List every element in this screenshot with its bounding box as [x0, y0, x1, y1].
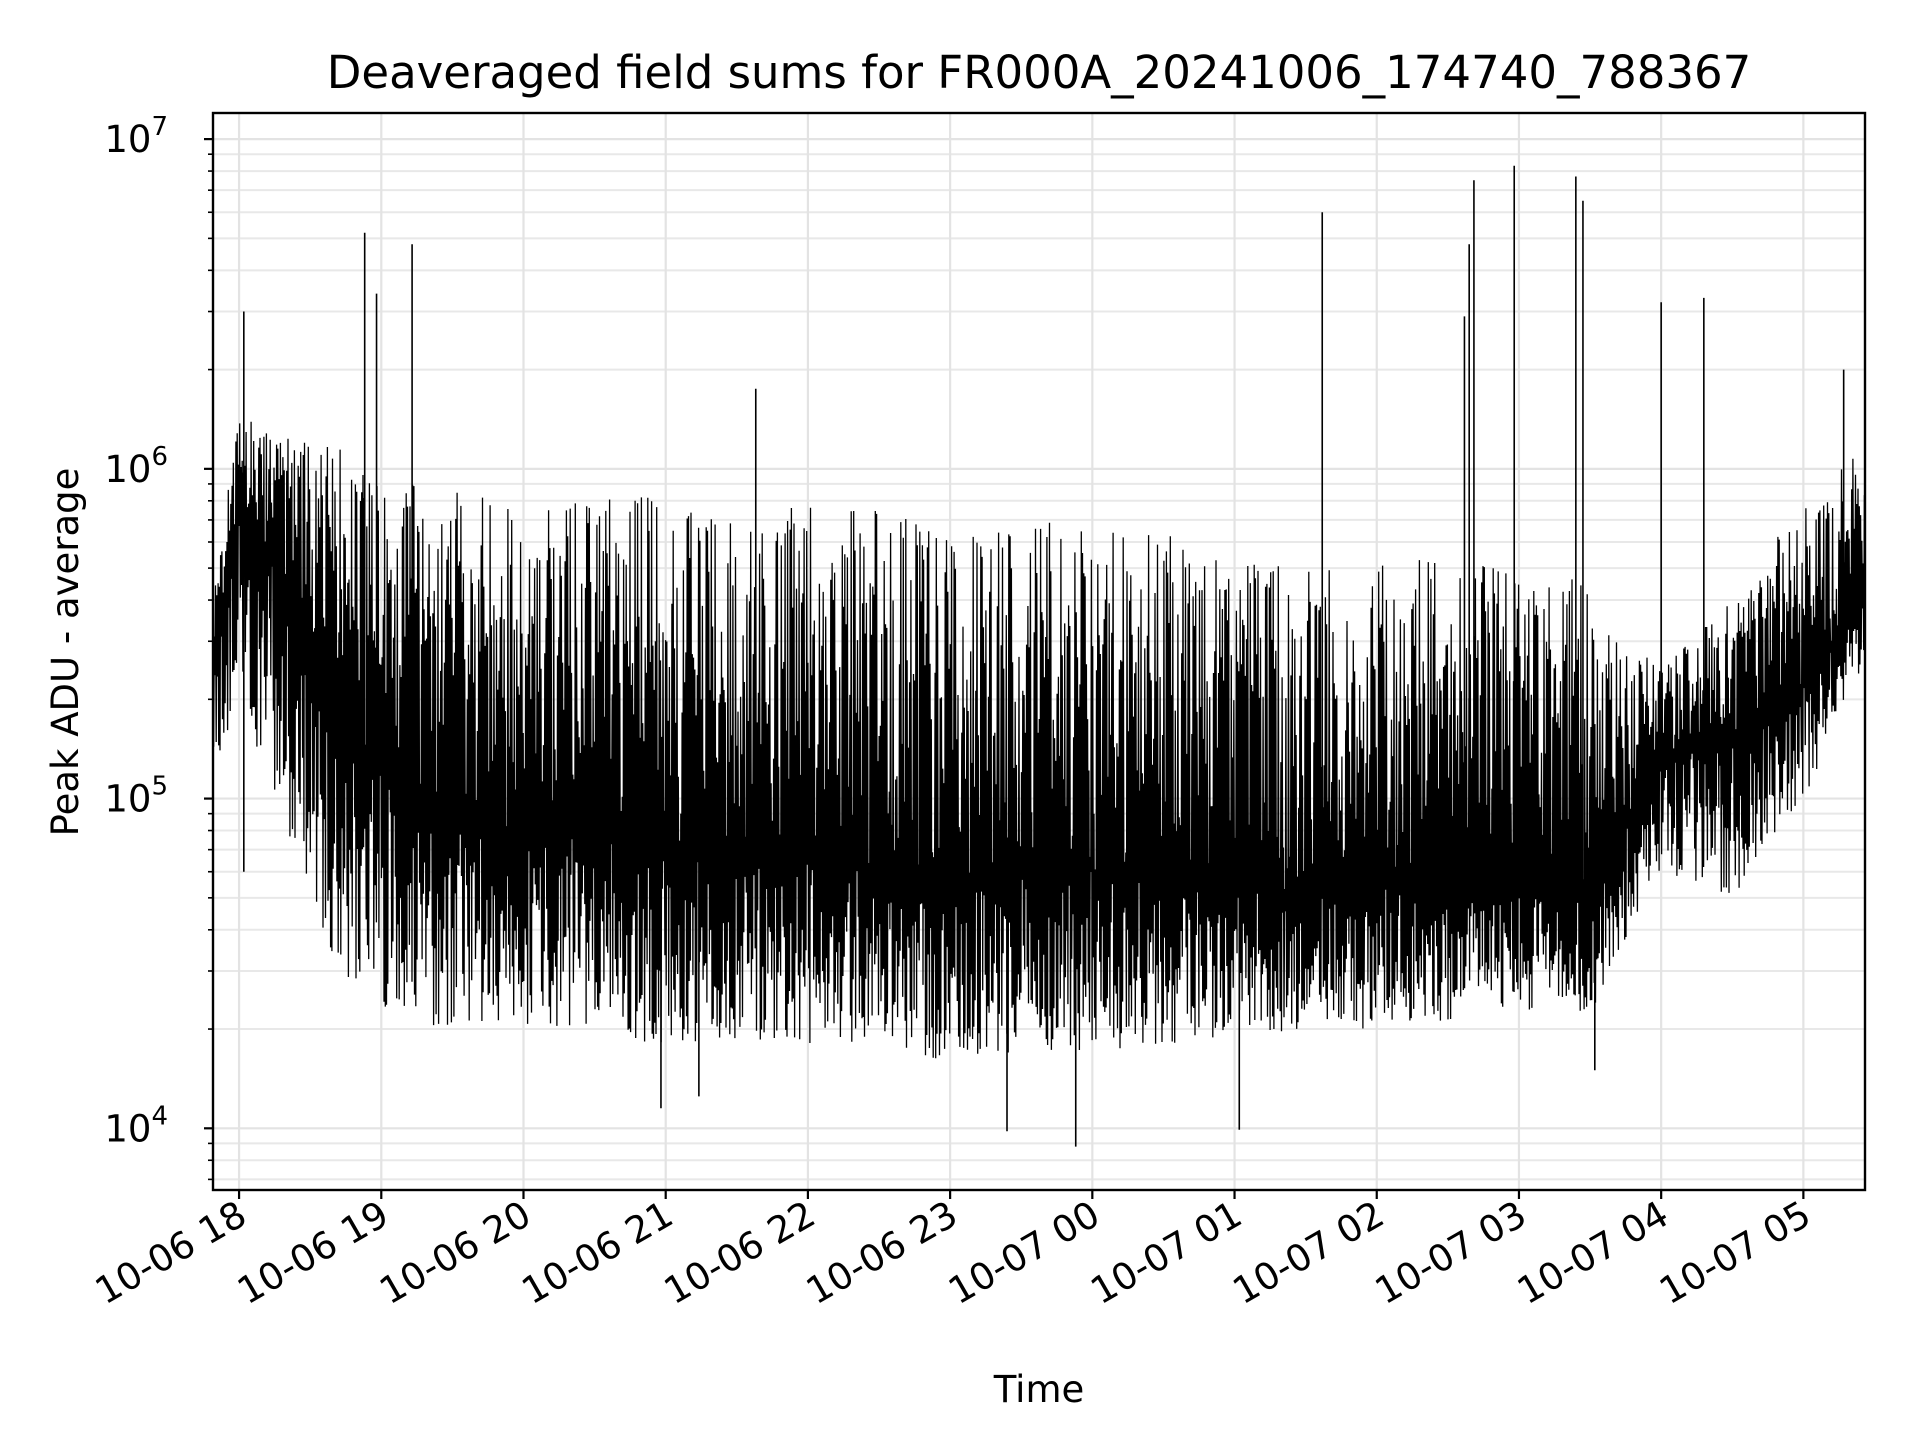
y-tick-exponent: 7	[151, 112, 168, 142]
y-tick-exponent: 4	[151, 1101, 168, 1131]
y-tick-base: 10	[104, 118, 151, 161]
data-series	[212, 165, 1866, 1147]
y-tick-exponent: 6	[151, 442, 168, 472]
y-tick-label: 106	[104, 442, 168, 491]
y-tick-label: 104	[104, 1101, 168, 1150]
y-tick-base: 10	[104, 448, 151, 491]
y-axis-label: Peak ADU - average	[44, 468, 87, 837]
chart-title: Deaveraged field sums for FR000A_2024100…	[327, 46, 1752, 99]
x-axis-label: Time	[993, 1368, 1085, 1411]
y-tick-base: 10	[104, 1107, 151, 1150]
series-line	[212, 421, 1866, 1059]
plot-frame	[211, 111, 1867, 1192]
y-tick-label: 107	[104, 112, 168, 161]
y-tick-base: 10	[104, 778, 151, 821]
y-tick-label: 105	[104, 772, 168, 821]
y-tick-exponent: 5	[151, 772, 168, 802]
